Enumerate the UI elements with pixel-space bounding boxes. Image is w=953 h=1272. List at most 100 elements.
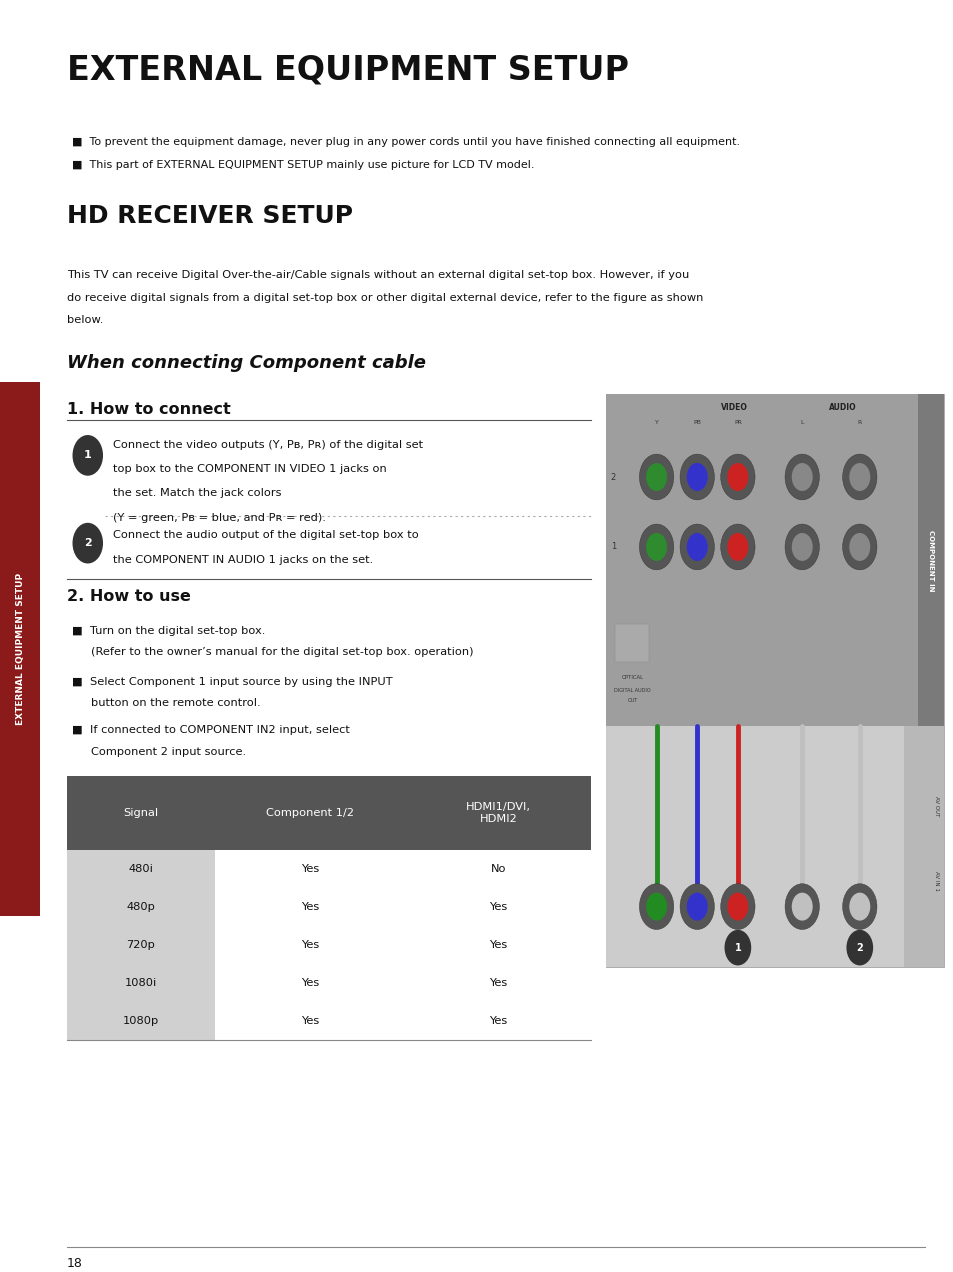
Text: Component 1/2: Component 1/2 xyxy=(266,808,354,818)
Text: Yes: Yes xyxy=(300,1016,319,1027)
Text: ■  This part of EXTERNAL EQUIPMENT SETUP mainly use picture for LCD TV model.: ■ This part of EXTERNAL EQUIPMENT SETUP … xyxy=(71,160,534,170)
Text: (Y = green, Pʙ = blue, and Pʀ = red).: (Y = green, Pʙ = blue, and Pʀ = red). xyxy=(112,513,325,523)
Circle shape xyxy=(841,884,876,930)
Text: Yes: Yes xyxy=(300,978,319,988)
Text: ■  To prevent the equipment damage, never plug in any power cords until you have: ■ To prevent the equipment damage, never… xyxy=(71,137,739,148)
Text: below.: below. xyxy=(67,315,103,326)
Text: 2: 2 xyxy=(610,472,616,482)
Bar xyxy=(67,926,214,964)
Text: 1. How to connect: 1. How to connect xyxy=(67,402,231,417)
Bar xyxy=(605,394,943,967)
Text: the COMPONENT IN AUDIO 1 jacks on the set.: the COMPONENT IN AUDIO 1 jacks on the se… xyxy=(112,555,373,565)
Text: PB: PB xyxy=(693,420,700,425)
Text: No: No xyxy=(490,864,506,874)
Circle shape xyxy=(686,893,707,921)
Circle shape xyxy=(720,524,754,570)
Text: 480p: 480p xyxy=(126,902,155,912)
Text: Yes: Yes xyxy=(489,940,507,950)
Text: EXTERNAL EQUIPMENT SETUP: EXTERNAL EQUIPMENT SETUP xyxy=(67,53,628,86)
Text: 1080p: 1080p xyxy=(123,1016,158,1027)
Circle shape xyxy=(645,533,666,561)
Circle shape xyxy=(726,533,747,561)
Text: When connecting Component cable: When connecting Component cable xyxy=(67,354,425,371)
Bar xyxy=(605,726,902,967)
Bar xyxy=(917,394,943,726)
Text: 2: 2 xyxy=(856,943,862,953)
Text: Connect the video outputs (Y, Pʙ, Pʀ) of the digital set: Connect the video outputs (Y, Pʙ, Pʀ) of… xyxy=(112,440,422,450)
Circle shape xyxy=(72,435,103,476)
Text: DIGITAL AUDIO: DIGITAL AUDIO xyxy=(614,688,650,693)
Circle shape xyxy=(679,884,714,930)
Circle shape xyxy=(726,463,747,491)
Circle shape xyxy=(791,893,812,921)
Bar xyxy=(67,1002,214,1040)
Text: ■  If connected to COMPONENT IN2 input, select: ■ If connected to COMPONENT IN2 input, s… xyxy=(71,725,349,735)
Bar xyxy=(67,964,214,1002)
Text: This TV can receive Digital Over-the-air/Cable signals without an external digit: This TV can receive Digital Over-the-air… xyxy=(67,270,688,280)
Text: 1: 1 xyxy=(610,542,616,552)
Text: HDMI1/DVI,
HDMI2: HDMI1/DVI, HDMI2 xyxy=(465,801,531,824)
Text: VIDEO: VIDEO xyxy=(720,402,747,412)
Circle shape xyxy=(726,893,747,921)
Bar xyxy=(605,394,943,726)
Circle shape xyxy=(784,454,819,500)
Text: Component 2 input source.: Component 2 input source. xyxy=(91,747,246,757)
Circle shape xyxy=(720,454,754,500)
Circle shape xyxy=(639,524,673,570)
Text: L: L xyxy=(800,420,803,425)
Text: PR: PR xyxy=(733,420,741,425)
Circle shape xyxy=(784,524,819,570)
Text: 720p: 720p xyxy=(126,940,155,950)
Circle shape xyxy=(841,524,876,570)
Circle shape xyxy=(72,523,103,563)
Text: 2: 2 xyxy=(84,538,91,548)
Text: AUDIO: AUDIO xyxy=(828,402,856,412)
Circle shape xyxy=(845,930,872,965)
Bar xyxy=(214,888,591,926)
Bar xyxy=(67,850,214,888)
Bar xyxy=(67,776,591,850)
Text: Yes: Yes xyxy=(300,940,319,950)
Text: 1: 1 xyxy=(734,943,740,953)
Text: top box to the COMPONENT IN VIDEO 1 jacks on: top box to the COMPONENT IN VIDEO 1 jack… xyxy=(112,464,386,474)
Bar xyxy=(0,382,40,916)
Text: 1: 1 xyxy=(84,450,91,460)
Text: Yes: Yes xyxy=(300,864,319,874)
Text: Connect the audio output of the digital set-top box to: Connect the audio output of the digital … xyxy=(112,530,417,541)
Circle shape xyxy=(841,454,876,500)
Text: Y: Y xyxy=(654,420,658,425)
Text: AV OUT: AV OUT xyxy=(933,796,939,817)
Circle shape xyxy=(720,884,754,930)
Text: Yes: Yes xyxy=(489,1016,507,1027)
Text: (Refer to the owner’s manual for the digital set-top box. operation): (Refer to the owner’s manual for the dig… xyxy=(91,647,473,658)
Text: 2. How to use: 2. How to use xyxy=(67,589,191,604)
Text: AV IN 1: AV IN 1 xyxy=(933,871,939,890)
Circle shape xyxy=(645,463,666,491)
Text: Signal: Signal xyxy=(123,808,158,818)
Text: Yes: Yes xyxy=(489,902,507,912)
Text: OPTICAL: OPTICAL xyxy=(620,675,643,681)
Bar xyxy=(214,1002,591,1040)
Circle shape xyxy=(639,884,673,930)
Text: ■  Select Component 1 input source by using the INPUT: ■ Select Component 1 input source by usi… xyxy=(71,677,392,687)
Text: the set. Match the jack colors: the set. Match the jack colors xyxy=(112,488,281,499)
Text: do receive digital signals from a digital set-top box or other digital external : do receive digital signals from a digita… xyxy=(67,293,702,303)
Circle shape xyxy=(848,893,869,921)
Bar xyxy=(214,850,591,888)
Circle shape xyxy=(723,930,750,965)
Text: Yes: Yes xyxy=(489,978,507,988)
Circle shape xyxy=(679,524,714,570)
Circle shape xyxy=(791,533,812,561)
Bar xyxy=(214,926,591,964)
Text: 1080i: 1080i xyxy=(125,978,156,988)
Bar xyxy=(67,888,214,926)
Circle shape xyxy=(686,463,707,491)
Circle shape xyxy=(848,533,869,561)
Bar xyxy=(214,964,591,1002)
Text: EXTERNAL EQUIPMENT SETUP: EXTERNAL EQUIPMENT SETUP xyxy=(15,572,25,725)
Text: button on the remote control.: button on the remote control. xyxy=(91,698,260,709)
Text: R: R xyxy=(857,420,861,425)
Text: COMPONENT IN: COMPONENT IN xyxy=(927,529,933,591)
Circle shape xyxy=(686,533,707,561)
Text: HD RECEIVER SETUP: HD RECEIVER SETUP xyxy=(67,204,353,228)
